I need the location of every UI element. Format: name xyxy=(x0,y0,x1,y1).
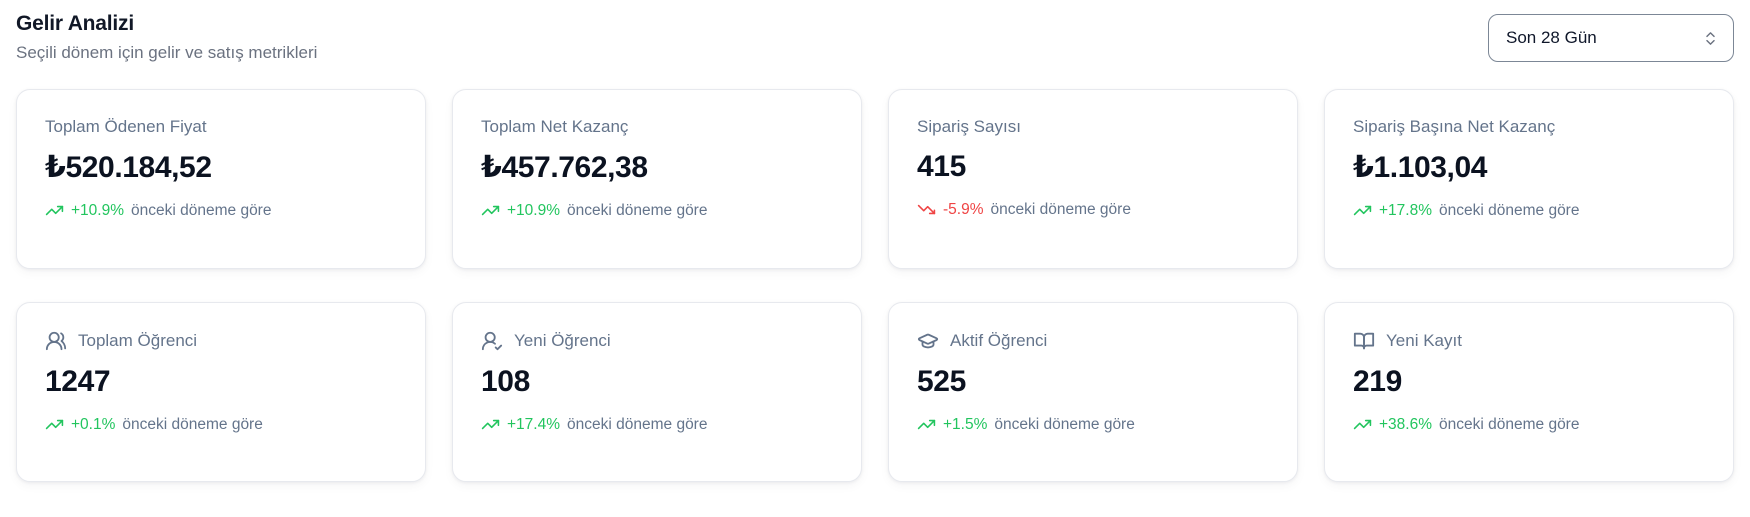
trend-caption: önceki döneme göre xyxy=(990,200,1131,218)
metric-card-total-paid: Toplam Ödenen Fiyat ₺520.184,52 +10.9% ö… xyxy=(16,89,426,269)
trend-percent: +10.9% xyxy=(507,201,561,219)
metric-label: Toplam Net Kazanç xyxy=(481,117,629,136)
metric-value: 108 xyxy=(481,365,530,398)
trend-percent: +17.4% xyxy=(507,415,561,433)
trend-row: +10.9% önceki döneme göre xyxy=(45,201,397,220)
metric-value: ₺520.184,52 xyxy=(45,151,212,184)
metric-card-order-count: Sipariş Sayısı 415 -5.9% önceki döneme g… xyxy=(888,89,1298,269)
metric-card-active-students: Aktif Öğrenci 525 +1.5% önceki döneme gö… xyxy=(888,302,1298,482)
trend-row: +1.5% önceki döneme göre xyxy=(917,415,1269,434)
metric-label: Yeni Kayıt xyxy=(1386,331,1462,350)
trend-up-icon xyxy=(917,415,936,434)
metric-value: 1247 xyxy=(45,365,111,398)
trend-percent: +38.6% xyxy=(1379,415,1433,433)
trend-row: -5.9% önceki döneme göre xyxy=(917,200,1269,219)
trend-caption: önceki döneme göre xyxy=(994,415,1135,433)
trend-caption: önceki döneme göre xyxy=(131,201,272,219)
header-text: Gelir Analizi Seçili dönem için gelir ve… xyxy=(16,12,317,63)
trend-percent: +10.9% xyxy=(71,201,125,219)
trend-up-icon xyxy=(45,415,64,434)
trend-up-icon xyxy=(481,415,500,434)
metric-label: Sipariş Sayısı xyxy=(917,117,1021,136)
metric-card-new-students: Yeni Öğrenci 108 +17.4% önceki döneme gö… xyxy=(452,302,862,482)
metric-value: 219 xyxy=(1353,365,1402,398)
trend-percent: -5.9% xyxy=(943,200,984,218)
user-check-icon xyxy=(481,330,503,352)
metric-label: Toplam Öğrenci xyxy=(78,331,198,350)
trend-caption: önceki döneme göre xyxy=(567,201,708,219)
trend-caption: önceki döneme göre xyxy=(1439,201,1580,219)
period-select[interactable]: Son 28 Gün xyxy=(1488,14,1734,62)
trend-up-icon xyxy=(1353,201,1372,220)
trend-up-icon xyxy=(481,201,500,220)
metric-value: 415 xyxy=(917,150,966,183)
trend-caption: önceki döneme göre xyxy=(122,415,263,433)
trend-caption: önceki döneme göre xyxy=(567,415,708,433)
page-header: Gelir Analizi Seçili dönem için gelir ve… xyxy=(16,12,1734,63)
metric-value: ₺457.762,38 xyxy=(481,151,648,184)
period-select-value: Son 28 Gün xyxy=(1506,28,1597,47)
trend-percent: +17.8% xyxy=(1379,201,1433,219)
graduation-cap-icon xyxy=(917,330,939,352)
page-subtitle: Seçili dönem için gelir ve satış metrikl… xyxy=(16,43,318,62)
metric-card-net-profit: Toplam Net Kazanç ₺457.762,38 +10.9% önc… xyxy=(452,89,862,269)
trend-up-icon xyxy=(1353,415,1372,434)
trend-row: +10.9% önceki döneme göre xyxy=(481,201,833,220)
chevrons-up-down-icon xyxy=(1702,30,1719,47)
users-icon xyxy=(45,330,67,352)
trend-row: +17.4% önceki döneme göre xyxy=(481,415,833,434)
trend-percent: +0.1% xyxy=(71,415,116,433)
metric-value: 525 xyxy=(917,365,966,398)
trend-row: +38.6% önceki döneme göre xyxy=(1353,415,1705,434)
metric-label: Toplam Ödenen Fiyat xyxy=(45,117,207,136)
metric-label: Yeni Öğrenci xyxy=(514,331,611,350)
trend-percent: +1.5% xyxy=(943,415,988,433)
trend-caption: önceki döneme göre xyxy=(1439,415,1580,433)
metrics-grid: Toplam Ödenen Fiyat ₺520.184,52 +10.9% ö… xyxy=(16,89,1734,482)
page-title: Gelir Analizi xyxy=(16,12,134,35)
trend-row: +17.8% önceki döneme göre xyxy=(1353,201,1705,220)
metric-label: Aktif Öğrenci xyxy=(950,331,1048,350)
trend-up-icon xyxy=(45,201,64,220)
trend-row: +0.1% önceki döneme göre xyxy=(45,415,397,434)
trend-down-icon xyxy=(917,200,936,219)
revenue-analysis-page: Gelir Analizi Seçili dönem için gelir ve… xyxy=(16,12,1734,482)
book-open-icon xyxy=(1353,330,1375,352)
metric-value: ₺1.103,04 xyxy=(1353,151,1488,184)
metric-card-new-enrollments: Yeni Kayıt 219 +38.6% önceki döneme göre xyxy=(1324,302,1734,482)
metric-card-net-profit-per-order: Sipariş Başına Net Kazanç ₺1.103,04 +17.… xyxy=(1324,89,1734,269)
metric-card-total-students: Toplam Öğrenci 1247 +0.1% önceki döneme … xyxy=(16,302,426,482)
metric-label: Sipariş Başına Net Kazanç xyxy=(1353,117,1556,136)
